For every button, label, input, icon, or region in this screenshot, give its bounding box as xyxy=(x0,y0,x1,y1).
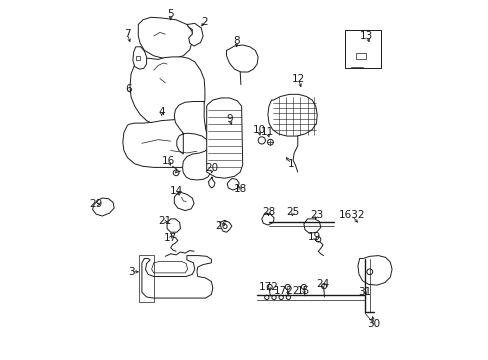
Text: 172: 172 xyxy=(259,282,278,292)
Polygon shape xyxy=(133,47,146,69)
Circle shape xyxy=(267,139,273,145)
Circle shape xyxy=(285,295,290,300)
Polygon shape xyxy=(345,30,380,68)
Circle shape xyxy=(315,237,320,242)
Text: 9: 9 xyxy=(225,114,232,124)
Polygon shape xyxy=(151,261,187,273)
Text: 29: 29 xyxy=(89,199,102,210)
Text: 1632: 1632 xyxy=(338,210,364,220)
Text: 31: 31 xyxy=(358,287,371,297)
Polygon shape xyxy=(206,98,242,178)
Text: 1: 1 xyxy=(287,159,294,169)
Polygon shape xyxy=(122,120,212,167)
Polygon shape xyxy=(355,53,366,59)
Circle shape xyxy=(321,284,326,289)
Polygon shape xyxy=(167,219,180,232)
Circle shape xyxy=(279,295,283,300)
Text: 15: 15 xyxy=(297,286,310,296)
Text: 16: 16 xyxy=(162,156,175,166)
Circle shape xyxy=(258,137,265,144)
Polygon shape xyxy=(303,219,320,233)
Polygon shape xyxy=(267,94,317,136)
Text: 18: 18 xyxy=(233,184,246,194)
Text: 8: 8 xyxy=(233,36,240,46)
Text: 3: 3 xyxy=(127,267,134,277)
Text: 17: 17 xyxy=(164,233,177,243)
Text: 6: 6 xyxy=(125,84,132,94)
Text: 20: 20 xyxy=(205,163,218,174)
Text: 21: 21 xyxy=(158,216,171,226)
Text: 10: 10 xyxy=(252,125,265,135)
Circle shape xyxy=(366,269,372,275)
Text: 2: 2 xyxy=(201,17,208,27)
Text: 28: 28 xyxy=(262,207,275,217)
Polygon shape xyxy=(92,198,114,216)
Text: 26: 26 xyxy=(215,221,228,231)
Text: 5: 5 xyxy=(167,9,174,19)
Polygon shape xyxy=(138,17,192,58)
Circle shape xyxy=(271,295,276,300)
Text: 14: 14 xyxy=(169,186,183,196)
Text: 7: 7 xyxy=(124,29,131,39)
Text: 19: 19 xyxy=(307,232,321,242)
Circle shape xyxy=(301,284,306,289)
Circle shape xyxy=(266,284,272,289)
Polygon shape xyxy=(226,45,258,72)
Text: 4: 4 xyxy=(158,107,164,117)
Polygon shape xyxy=(174,102,212,180)
Text: 25: 25 xyxy=(286,207,299,217)
Text: 23: 23 xyxy=(309,210,323,220)
Text: 30: 30 xyxy=(366,319,379,329)
Polygon shape xyxy=(227,179,239,190)
Circle shape xyxy=(285,284,289,289)
Polygon shape xyxy=(186,23,203,46)
Text: 12: 12 xyxy=(291,74,305,84)
Circle shape xyxy=(173,170,179,176)
Polygon shape xyxy=(130,57,204,126)
Text: 13: 13 xyxy=(360,31,373,41)
Circle shape xyxy=(264,295,268,300)
Polygon shape xyxy=(136,56,140,60)
Text: 11: 11 xyxy=(261,127,274,138)
Polygon shape xyxy=(261,213,273,225)
Polygon shape xyxy=(174,193,194,211)
Text: 24: 24 xyxy=(316,279,329,289)
Text: 1722: 1722 xyxy=(273,286,300,296)
Polygon shape xyxy=(357,256,391,285)
Polygon shape xyxy=(142,256,212,298)
